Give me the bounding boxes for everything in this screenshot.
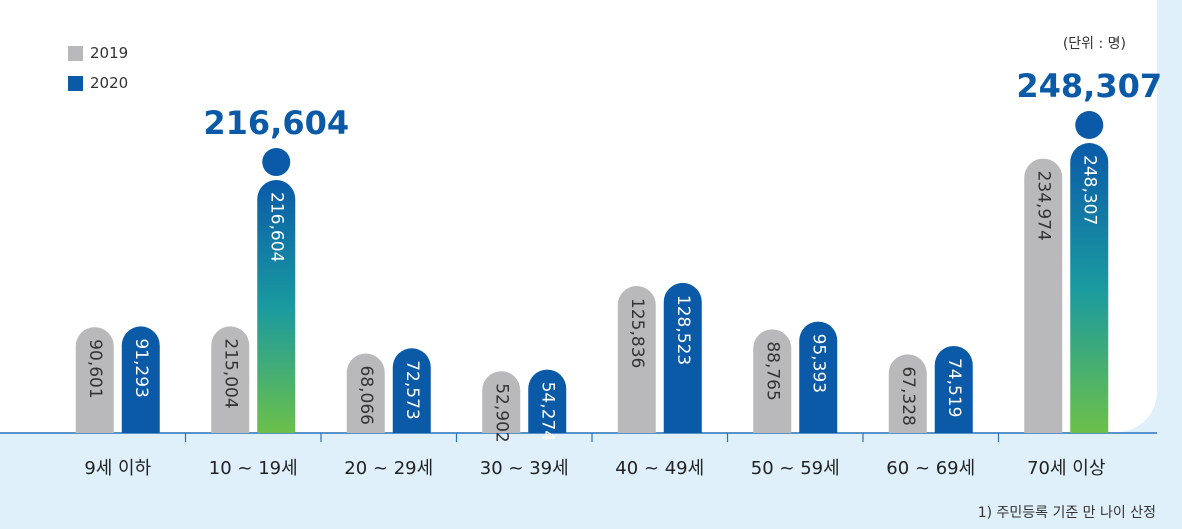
data-label: 95,393 [808,334,828,393]
data-label: 90,601 [85,339,105,398]
legend-label-2019: 2019 [90,44,129,62]
bar-2019 [211,326,250,433]
data-label: 54,274 [537,382,557,441]
data-label: 74,519 [944,358,964,417]
x-tick-label: 9세 이하 [84,458,151,479]
bar-2019 [75,327,114,433]
bar-2020 [392,348,431,433]
bar-2020 [528,369,567,433]
x-tick-label: 30 ~ 39세 [480,458,569,479]
legend-swatch-2020 [68,75,83,91]
legend-swatch-2019 [68,45,83,61]
highlight-dot [262,148,291,177]
x-tick-label: 20 ~ 29세 [344,458,433,479]
footnote: 1) 주민등록 기준 만 나이 산정 [977,505,1156,521]
x-tick-label: 50 ~ 59세 [751,458,840,479]
highlight-value-label: 216,604 [203,104,349,142]
data-label: 215,004 [220,338,240,408]
bar-2020 [257,180,296,433]
data-label: 68,066 [356,366,376,425]
bar-2019 [482,371,521,433]
unit-label: (단위 : 명) [1062,36,1126,52]
highlight-value-label: 248,307 [1016,67,1162,105]
data-label: 52,902 [491,383,511,442]
data-label: 248,307 [1079,155,1099,225]
data-label: 125,836 [627,298,647,368]
data-label: 91,293 [131,338,151,397]
legend-item-2020: 2020 [68,68,128,98]
bar-2020 [663,282,702,433]
x-tick-label: 10 ~ 19세 [209,458,298,479]
legend: 2019 2020 [68,38,128,98]
x-tick-label: 60 ~ 69세 [886,458,975,479]
bar-2019 [753,329,792,433]
bar-2020 [1070,143,1109,433]
legend-label-2020: 2020 [90,74,129,92]
bar-2019 [888,354,927,433]
bar-2019 [346,353,385,433]
data-label: 216,604 [266,192,286,262]
data-label: 88,765 [762,341,782,400]
data-label: 128,523 [673,295,693,365]
bar-2020 [799,321,838,433]
bar-2019 [1024,158,1063,434]
x-tick-label: 70세 이상 [1027,458,1105,479]
bar-2020 [121,326,160,433]
data-label: 67,328 [898,366,918,425]
data-label: 72,573 [402,360,422,419]
legend-item-2019: 2019 [68,38,128,68]
bar-2019 [617,286,656,433]
data-label: 234,974 [1033,171,1053,241]
x-tick-label: 40 ~ 49세 [615,458,704,479]
bar-2020 [934,345,973,433]
highlight-dot [1075,111,1104,139]
